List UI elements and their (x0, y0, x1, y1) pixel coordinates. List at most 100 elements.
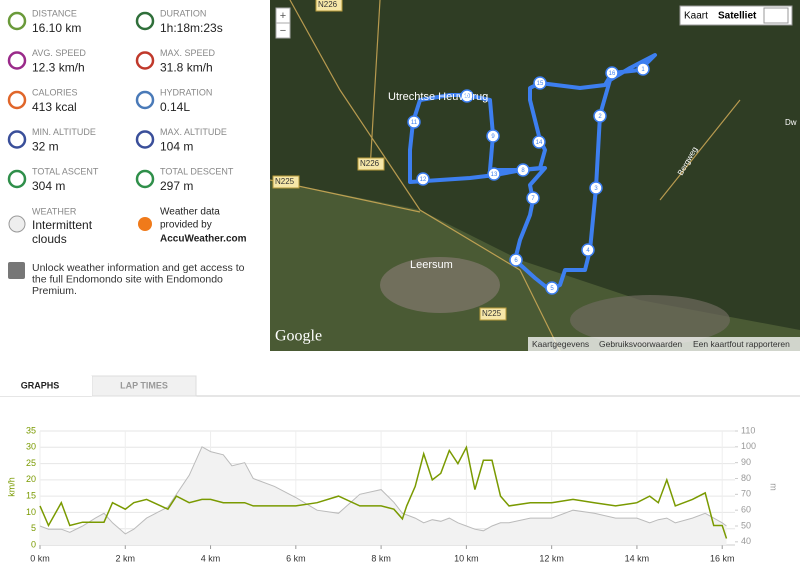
stat-label: MAX. SPEED (160, 48, 216, 58)
map-town (570, 295, 730, 345)
y-axis-label: km/h (6, 477, 16, 497)
zoom-button[interactable] (275, 22, 291, 39)
route-marker[interactable] (460, 89, 474, 103)
map-footer-link[interactable]: Een kaartfout rapporteren (693, 339, 790, 349)
route-marker-label: 6 (514, 258, 518, 264)
route-marker-label: 4 (586, 248, 590, 254)
stat-value: 16.10 km (32, 21, 81, 35)
map-label: N226 (360, 159, 380, 168)
road-shield (272, 175, 300, 189)
map-footer-link[interactable]: Kaartgegevens (532, 339, 589, 349)
stat-value: 32 m (32, 140, 59, 154)
y-tick-label: 25 (26, 458, 36, 468)
route-marker[interactable] (636, 62, 650, 76)
x-tick-label: 12 km (539, 553, 564, 563)
altitude-area (40, 446, 727, 545)
y2-tick-label: 100 (741, 441, 756, 451)
y2-tick-label: 40 (741, 536, 751, 546)
y-tick-label: 5 (31, 523, 36, 533)
route-marker-label: 12 (420, 177, 427, 183)
stat-value: 413 kcal (32, 100, 77, 114)
weather-source: Weather data (160, 207, 220, 218)
route-marker-label: 5 (550, 286, 554, 292)
route-marker-label: 2 (598, 114, 602, 120)
route-marker-label: 9 (491, 134, 495, 140)
road-shield (479, 307, 507, 321)
stat-label: CALORIES (32, 87, 78, 97)
route-marker-label: 14 (536, 140, 543, 146)
route-marker[interactable] (407, 115, 421, 129)
route-marker[interactable] (581, 243, 595, 257)
map-footer-link[interactable]: Gebruiksvoorwaarden (599, 339, 682, 349)
y2-tick-label: 90 (741, 457, 751, 467)
y2-tick-label: 110 (741, 425, 755, 435)
route-marker[interactable] (416, 172, 430, 186)
route-marker[interactable] (589, 181, 603, 195)
stat-value: 12.3 km/h (32, 61, 85, 75)
route-marker[interactable] (533, 76, 547, 90)
y2-tick-label: 80 (741, 473, 751, 483)
tab-active[interactable] (0, 376, 92, 396)
x-tick-label: 14 km (625, 553, 650, 563)
stat-label: TOTAL DESCENT (160, 166, 234, 176)
stat-label: HYDRATION (160, 87, 212, 97)
premium-text[interactable]: the full Endomondo site with Endomondo (32, 273, 223, 285)
route-marker[interactable] (605, 66, 619, 80)
premium-icon (8, 262, 25, 279)
stat-label: MAX. ALTITUDE (160, 127, 227, 137)
x-tick-label: 16 km (710, 553, 735, 563)
fullscreen-button[interactable] (763, 7, 789, 24)
premium-text[interactable]: Unlock weather information and get acces… (32, 262, 245, 274)
weather-source: provided by (160, 220, 212, 231)
route-marker[interactable] (516, 163, 530, 177)
route-marker[interactable] (593, 109, 607, 123)
map-logo: Google (275, 328, 322, 345)
stat-value: 0.14L (160, 100, 190, 114)
y2-tick-label: 60 (741, 505, 751, 515)
stat-label: AVG. SPEED (32, 48, 86, 58)
stat-value: 1h:18m:23s (160, 21, 223, 35)
stat-value: 297 m (160, 179, 193, 193)
stat-label: MIN. ALTITUDE (32, 127, 96, 137)
x-tick-label: 8 km (371, 553, 391, 563)
route-marker[interactable] (487, 167, 501, 181)
y2-axis-label: m (769, 483, 779, 491)
stat-label: DURATION (160, 8, 206, 18)
route-marker-label: 15 (537, 81, 544, 87)
x-tick-label: 6 km (286, 553, 306, 563)
y-tick-label: 0 (31, 539, 36, 549)
route-marker[interactable] (509, 253, 523, 267)
map-roads (269, 0, 741, 352)
map-label: N225 (275, 177, 295, 186)
weather-value: Intermittent (32, 218, 93, 232)
route-marker[interactable] (526, 191, 540, 205)
tab-label: GRAPHS (21, 380, 60, 390)
zoom-label: − (280, 25, 286, 37)
stat-icon (135, 51, 155, 70)
map-footer (528, 337, 800, 351)
route-marker-label: 1 (641, 67, 645, 73)
map-type-button[interactable]: Satelliet (718, 11, 757, 22)
stat-icon (7, 11, 27, 31)
map-label: Dw (785, 118, 797, 127)
stat-icon (135, 169, 155, 189)
route-marker[interactable] (486, 129, 500, 143)
premium-text[interactable]: Premium. (32, 285, 77, 297)
route-marker[interactable] (545, 281, 559, 295)
route-marker-label: 11 (411, 120, 418, 126)
accuweather-icon (138, 217, 152, 231)
road-shield (315, 0, 343, 12)
map-type-button[interactable]: Kaart (684, 11, 708, 22)
route-marker[interactable] (532, 135, 546, 149)
x-tick-label: 4 km (201, 553, 221, 563)
stat-icon (7, 169, 27, 189)
route-marker-label: 13 (491, 172, 498, 178)
weather-brand: AccuWeather.com (160, 234, 247, 245)
y-tick-label: 30 (26, 442, 36, 452)
speed-line (39, 445, 728, 539)
route-marker-label: 10 (464, 94, 471, 100)
stat-value: 304 m (32, 179, 65, 193)
route-marker-label: 3 (594, 186, 598, 192)
stat-icon (135, 130, 155, 149)
